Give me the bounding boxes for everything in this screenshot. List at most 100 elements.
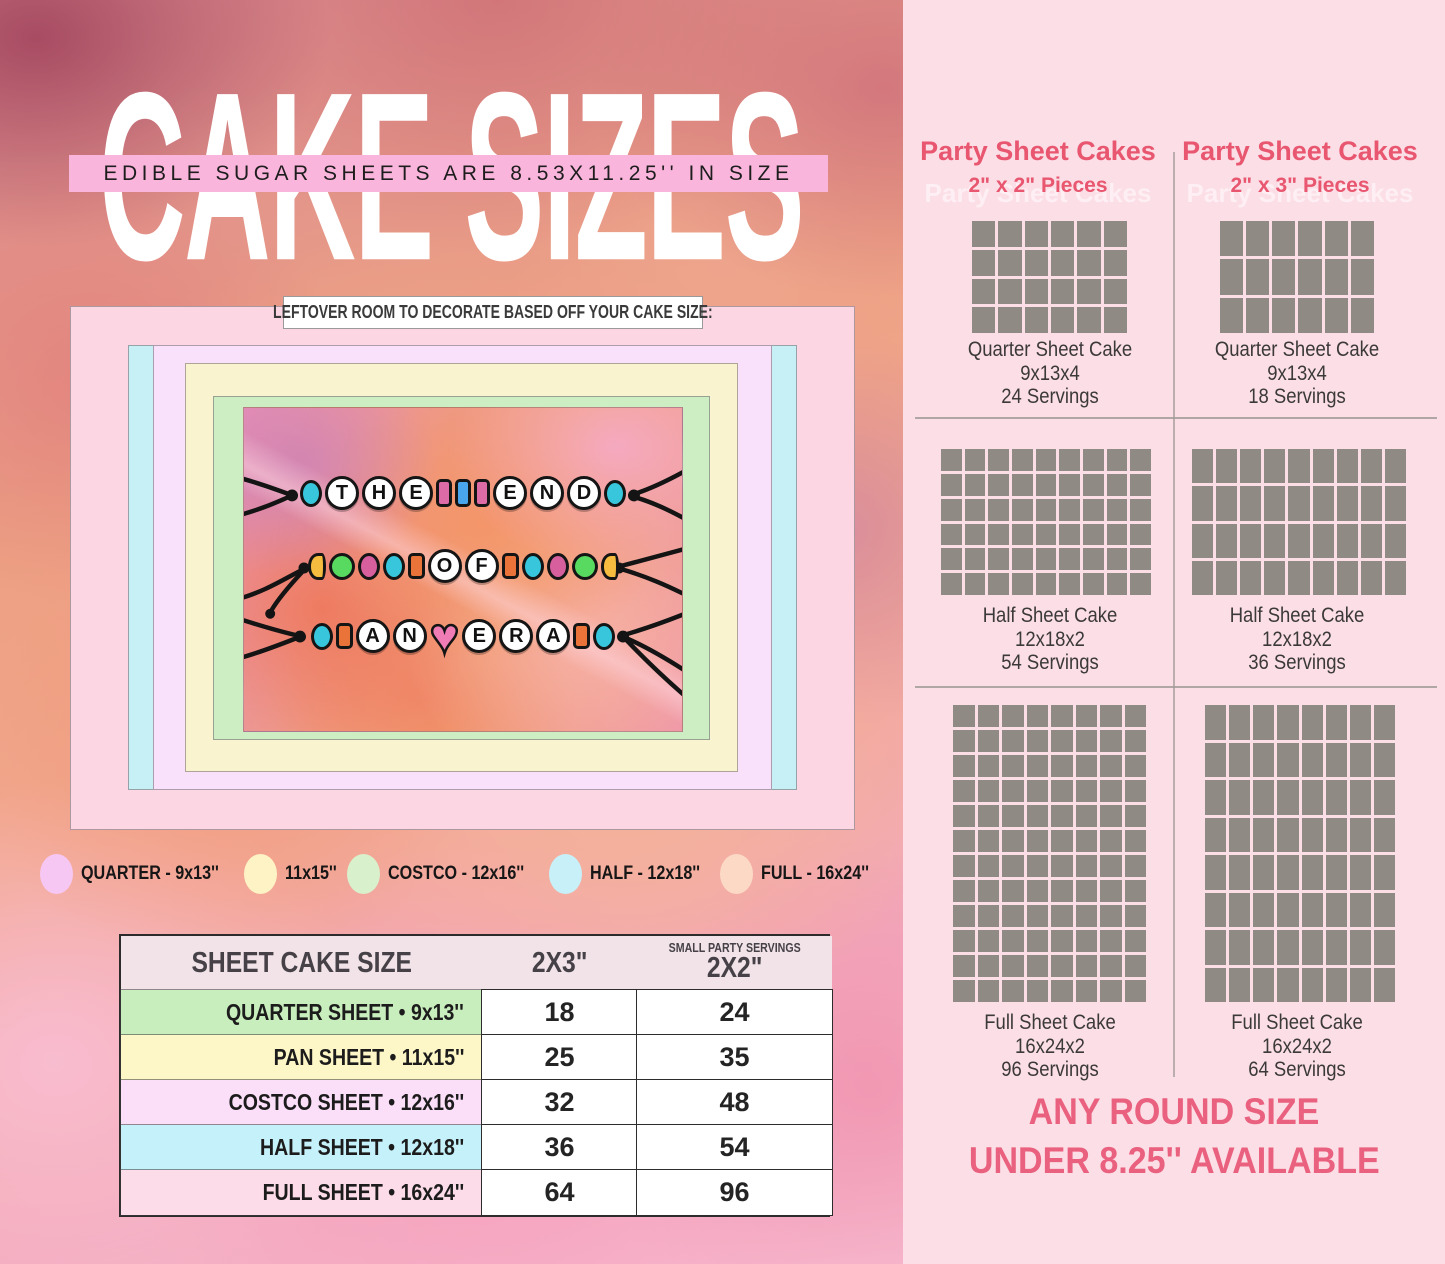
serving-piece (1373, 705, 1395, 740)
serving-piece (1324, 221, 1348, 257)
serving-piece (1002, 880, 1024, 902)
diagram-caption-text: LEFTOVER ROOM TO DECORATE BASED OFF YOUR… (273, 302, 713, 322)
serving-piece (1082, 548, 1104, 571)
serving-piece (1277, 780, 1299, 815)
letter-bead: E (462, 619, 497, 653)
table-value-2x3: 18 (481, 989, 638, 1036)
serving-piece (1349, 855, 1371, 890)
serving-piece (1124, 905, 1146, 927)
serving-piece (1082, 449, 1104, 471)
serving-piece (1124, 855, 1146, 877)
serving-piece (1130, 498, 1151, 521)
serving-piece (1051, 780, 1073, 802)
serving-piece (1124, 980, 1146, 1002)
serving-piece (1205, 855, 1227, 890)
round-size-text: ANY ROUND SIZE (1028, 1091, 1320, 1132)
table-row-label: COSTCO SHEET • 12x16'' (120, 1079, 483, 1126)
serving-piece (1240, 560, 1262, 595)
party-header-2x3: Party Sheet Cakes Party Sheet Cakes 2" x… (1160, 136, 1440, 208)
party-header-subtitle: 2" x 3" Pieces (1230, 174, 1370, 197)
serving-piece (1002, 980, 1024, 1002)
legend-label: FULL - 16x24'' (761, 863, 869, 884)
half-2x2-label: Half Sheet Cake 12x18x2 54 Servings (910, 604, 1190, 675)
serving-piece (1264, 523, 1286, 558)
serving-piece (1026, 705, 1048, 727)
half-2x3-label: Half Sheet Cake 12x18x2 36 Servings (1157, 604, 1437, 675)
serving-piece (1130, 449, 1151, 471)
serving-piece (1100, 730, 1122, 752)
serving-piece (1124, 730, 1146, 752)
serving-piece (1205, 705, 1227, 740)
serving-piece (1026, 755, 1048, 777)
serving-piece (1075, 805, 1097, 827)
serving-piece (1124, 755, 1146, 777)
serving-piece (1301, 967, 1323, 1002)
serving-piece (1026, 730, 1048, 752)
serving-piece (964, 523, 986, 546)
serving-piece (998, 221, 1022, 247)
serving-piece (1051, 880, 1073, 902)
serving-piece (1349, 817, 1371, 852)
serving-piece (1026, 980, 1048, 1002)
cake-size: 16x24x2 (1015, 1034, 1085, 1058)
serving-piece (1075, 755, 1097, 777)
serving-piece (1051, 730, 1073, 752)
cake-servings: 18 Servings (1248, 385, 1346, 408)
barrel-bead (474, 479, 490, 507)
serving-piece (1059, 548, 1080, 571)
serving-piece (964, 548, 986, 571)
serving-piece (1192, 486, 1214, 521)
serving-piece (1205, 967, 1227, 1002)
serving-piece (1298, 221, 1322, 257)
serving-piece (1077, 278, 1101, 305)
serving-piece (998, 307, 1022, 333)
serving-piece (1325, 930, 1347, 965)
serving-piece (1051, 830, 1073, 852)
serving-piece (1103, 249, 1127, 276)
serving-piece (1100, 805, 1122, 827)
serving-piece (1229, 780, 1251, 815)
serving-piece (1360, 486, 1382, 521)
serving-piece (1035, 573, 1057, 595)
serving-piece (1384, 486, 1406, 521)
serving-piece (972, 249, 996, 276)
serving-piece (977, 730, 999, 752)
serving-piece (1002, 705, 1024, 727)
legend-color-dot (40, 854, 73, 894)
serving-piece (1301, 930, 1323, 965)
serving-piece (1205, 742, 1227, 777)
party-header-title: Party Sheet Cakes (920, 136, 1156, 166)
cake-servings: 24 Servings (1001, 385, 1099, 408)
serving-piece (1026, 955, 1048, 977)
serving-piece (1077, 221, 1101, 247)
serving-piece (1272, 221, 1296, 257)
serving-piece (1124, 880, 1146, 902)
serving-piece (1264, 449, 1286, 484)
serving-piece (1220, 297, 1244, 333)
serving-piece (1349, 892, 1371, 927)
serving-piece (977, 780, 999, 802)
serving-piece (1373, 780, 1395, 815)
serving-piece (1100, 830, 1122, 852)
serving-piece (1301, 817, 1323, 852)
legend-item: QUARTER - 9x13'' (40, 854, 243, 894)
serving-piece (1103, 307, 1127, 333)
serving-piece (1075, 730, 1097, 752)
letter-bead: D (567, 476, 601, 510)
serving-piece (988, 449, 1009, 471)
table-header-size: SHEET CAKE SIZE (121, 936, 482, 990)
serving-piece (1324, 259, 1348, 295)
serving-piece (1277, 967, 1299, 1002)
square-bead (335, 623, 353, 649)
serving-piece (1373, 817, 1395, 852)
letter-bead: F (464, 549, 499, 583)
serving-piece (1106, 449, 1128, 471)
serving-piece (977, 855, 999, 877)
serving-piece (972, 307, 996, 333)
serving-piece (1106, 573, 1128, 595)
serving-piece (1124, 830, 1146, 852)
letter-bead: A (536, 619, 571, 653)
